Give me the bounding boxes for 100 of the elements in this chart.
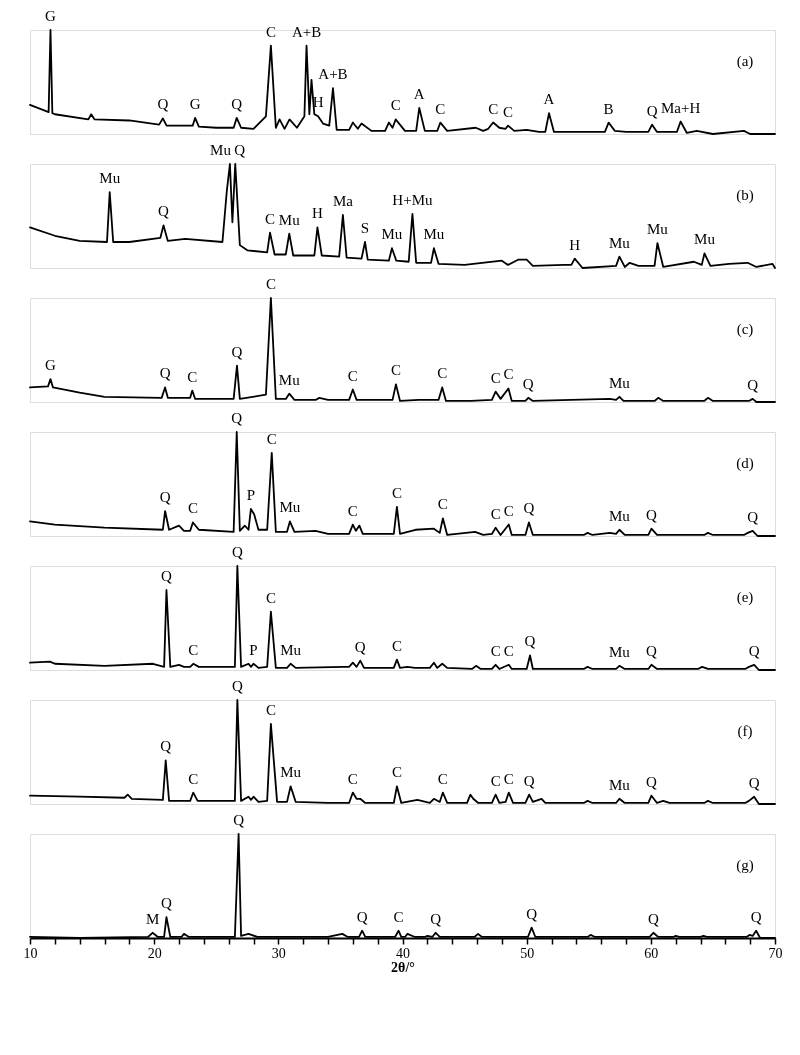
annotation: Q: [646, 773, 658, 790]
x-tick-label: 70: [768, 945, 783, 961]
annotation: A+B: [291, 23, 322, 40]
annotation: H: [569, 236, 581, 253]
annotation: (b): [736, 187, 754, 205]
annotation: Mu: [423, 226, 445, 243]
annotation: Mu: [278, 371, 301, 388]
annotation: Q: [233, 812, 245, 828]
annotation: Q: [231, 95, 243, 112]
annotation: C: [391, 764, 402, 781]
annotation: S: [360, 220, 370, 236]
annotation: C: [347, 502, 358, 519]
annotation: P: [249, 641, 258, 658]
annotation: C: [390, 362, 401, 379]
annotation: Q: [747, 508, 759, 525]
annotation: Q: [157, 96, 169, 113]
x-axis-title: 2θ/°: [391, 959, 415, 975]
annotation: C: [265, 276, 276, 292]
annotation: (d): [736, 455, 754, 473]
annotation: Q: [231, 678, 243, 694]
annotation: C: [393, 908, 404, 925]
annotation: B: [603, 100, 614, 117]
annotation: (e): [736, 589, 754, 607]
annotation: C: [503, 103, 514, 120]
annotation: Q: [159, 365, 171, 382]
annotation: Q: [161, 567, 173, 584]
annotation: C: [437, 496, 448, 513]
x-tick-label: 10: [23, 945, 38, 961]
annotation: Mu: [99, 170, 121, 187]
annotation: Mu: [280, 764, 302, 781]
annotation: C: [265, 23, 276, 40]
annotation: Q: [161, 895, 173, 912]
annotation: Mu: [609, 643, 631, 660]
annotation: H: [312, 205, 324, 222]
annotation: Mu: [609, 374, 631, 391]
annotation: Q: [646, 102, 658, 119]
annotation: C: [188, 770, 199, 787]
annotation: Q: [231, 544, 243, 560]
annotation: Mu: [609, 507, 631, 524]
annotation: C: [490, 369, 501, 386]
annotation: Q: [647, 910, 659, 927]
annotation: C: [503, 642, 514, 659]
annotation: Q: [231, 343, 243, 360]
annotation: Mu: [280, 641, 302, 658]
annotation: C: [266, 430, 277, 447]
annotation: C: [437, 365, 448, 382]
annotation: C: [490, 642, 501, 659]
annotation: A: [543, 91, 555, 108]
annotation: Q: [158, 203, 170, 220]
annotation: C: [391, 484, 402, 501]
annotation: Q: [522, 375, 534, 392]
annotation: Q: [526, 905, 538, 922]
annotation: Ma: [332, 192, 354, 209]
annotation: (g): [736, 857, 754, 875]
annotation: C: [391, 637, 402, 654]
annotation: Mu: [694, 231, 716, 248]
annotation: C: [503, 366, 514, 383]
annotation: Q: [354, 638, 366, 655]
annotation: Q: [160, 738, 172, 755]
annotation: Q: [523, 772, 535, 789]
annotation: Q: [748, 642, 760, 659]
annotation: Q: [750, 908, 762, 925]
annotation: C: [503, 502, 514, 519]
annotation: M: [145, 910, 160, 927]
annotation: Q: [646, 642, 658, 659]
annotation: Q: [231, 410, 243, 426]
annotation: H+Mu: [392, 191, 433, 208]
annotation: Q: [234, 142, 246, 158]
annotation: C: [490, 505, 501, 522]
annotation: Q: [747, 376, 759, 393]
x-tick-label: 40: [396, 945, 410, 961]
annotation: C: [265, 589, 276, 606]
annotation: Q: [430, 910, 442, 927]
annotation: G: [45, 8, 57, 24]
annotation: (f): [737, 723, 753, 741]
annotation: G: [189, 95, 201, 112]
annotation: C: [187, 500, 198, 517]
annotation: (a): [736, 53, 754, 71]
annotation: Q: [159, 489, 171, 506]
annotation: Mu: [381, 226, 403, 243]
annotation: C: [265, 701, 276, 718]
x-tick-label: 20: [147, 945, 162, 961]
annotation: C: [503, 770, 514, 787]
annotation: C: [435, 100, 446, 117]
annotation: C: [437, 770, 448, 787]
annotation: Mu: [278, 211, 301, 228]
annotation: C: [488, 100, 499, 117]
annotation: C: [490, 772, 501, 789]
x-tick-label: 60: [644, 945, 659, 961]
x-tick-label: 30: [271, 945, 286, 961]
annotation: Mu: [210, 142, 232, 158]
annotation: P: [246, 486, 256, 503]
x-tick-label: 50: [520, 945, 535, 961]
annotation: Mu: [279, 499, 301, 516]
annotation: C: [390, 97, 401, 114]
annotation: C: [265, 210, 276, 227]
annotation: A+B: [318, 66, 348, 83]
annotation: Q: [356, 908, 368, 925]
annotation: C: [187, 368, 198, 385]
annotation: C: [347, 367, 358, 384]
